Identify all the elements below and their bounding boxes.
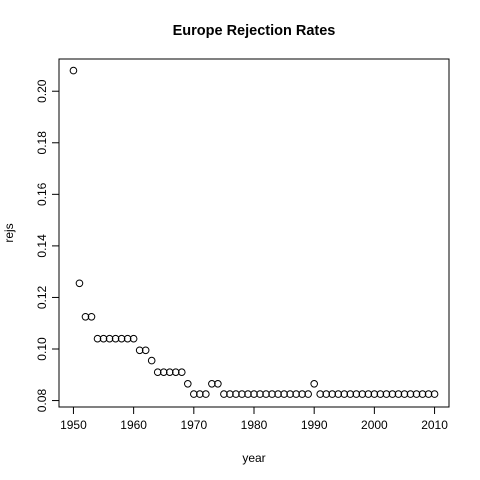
data-point <box>81 312 90 321</box>
data-point <box>412 390 421 398</box>
data-point <box>226 390 234 398</box>
data-point <box>117 334 126 343</box>
data-point <box>105 334 114 343</box>
data-point <box>202 390 210 398</box>
y-tick-label: 0.10 <box>35 337 49 361</box>
y-tick-label: 0.16 <box>35 182 49 206</box>
data-point <box>190 390 198 398</box>
data-point <box>238 390 246 398</box>
data-point <box>111 334 120 343</box>
y-tick-label: 0.18 <box>35 131 49 155</box>
data-point <box>268 390 276 398</box>
data-point <box>87 312 96 321</box>
data-point <box>123 334 132 343</box>
data-point <box>286 390 294 398</box>
y-axis-label: rejs <box>2 223 16 242</box>
data-point <box>256 390 264 398</box>
data-point <box>232 390 240 398</box>
data-point <box>382 390 391 398</box>
y-tick-label: 0.14 <box>35 234 49 258</box>
y-tick-label: 0.12 <box>35 285 49 309</box>
data-point <box>310 380 318 388</box>
data-point <box>171 368 180 377</box>
data-point <box>304 390 312 398</box>
x-tick-label: 1980 <box>241 418 268 432</box>
data-point <box>400 390 409 398</box>
data-point <box>75 279 84 288</box>
data-point <box>274 390 282 398</box>
data-point <box>394 390 403 398</box>
y-tick-label: 0.20 <box>35 79 49 103</box>
data-points <box>69 66 439 398</box>
data-point <box>159 368 168 377</box>
data-point <box>214 380 222 388</box>
data-point <box>129 334 138 343</box>
data-point <box>376 390 385 398</box>
chart-title: Europe Rejection Rates <box>173 23 336 39</box>
data-point <box>334 390 343 398</box>
data-point <box>183 380 192 388</box>
data-point <box>93 334 102 343</box>
data-point <box>147 356 156 365</box>
data-point <box>388 390 397 398</box>
data-point <box>141 346 150 355</box>
data-point <box>322 390 331 398</box>
data-point <box>69 66 78 75</box>
data-point <box>424 390 433 398</box>
data-point <box>316 390 325 398</box>
x-tick-label: 2000 <box>361 418 388 432</box>
data-point <box>99 334 108 343</box>
data-point <box>177 368 186 377</box>
x-tick-label: 1970 <box>180 418 207 432</box>
x-axis-label: year <box>242 451 265 465</box>
data-point <box>340 390 349 398</box>
data-point <box>244 390 252 398</box>
data-point <box>298 390 306 398</box>
data-point <box>418 390 427 398</box>
data-point <box>346 390 355 398</box>
data-point <box>430 390 439 398</box>
data-point <box>220 390 228 398</box>
plot-frame <box>58 58 450 408</box>
x-tick-label: 1960 <box>120 418 147 432</box>
x-axis: 1950 1960 1970 1980 1990 2000 2010 <box>60 406 448 432</box>
data-point <box>250 390 258 398</box>
y-tick-label: 0.08 <box>35 389 49 413</box>
x-tick-label: 2010 <box>421 418 448 432</box>
data-point <box>196 390 204 398</box>
data-point <box>292 390 300 398</box>
data-point <box>153 368 162 377</box>
data-point <box>406 390 415 398</box>
y-axis: 0.08 0.10 0.12 0.14 0.16 0.18 0.20 <box>35 79 60 413</box>
data-point <box>328 390 337 398</box>
data-point <box>352 390 361 398</box>
x-tick-label: 1990 <box>301 418 328 432</box>
x-tick-label: 1950 <box>60 418 87 432</box>
data-point <box>370 390 379 398</box>
data-point <box>208 380 216 388</box>
data-point <box>358 390 367 398</box>
data-point <box>135 346 144 355</box>
data-point <box>165 368 174 377</box>
data-point <box>262 390 270 398</box>
data-point <box>280 390 288 398</box>
data-point <box>364 390 373 398</box>
